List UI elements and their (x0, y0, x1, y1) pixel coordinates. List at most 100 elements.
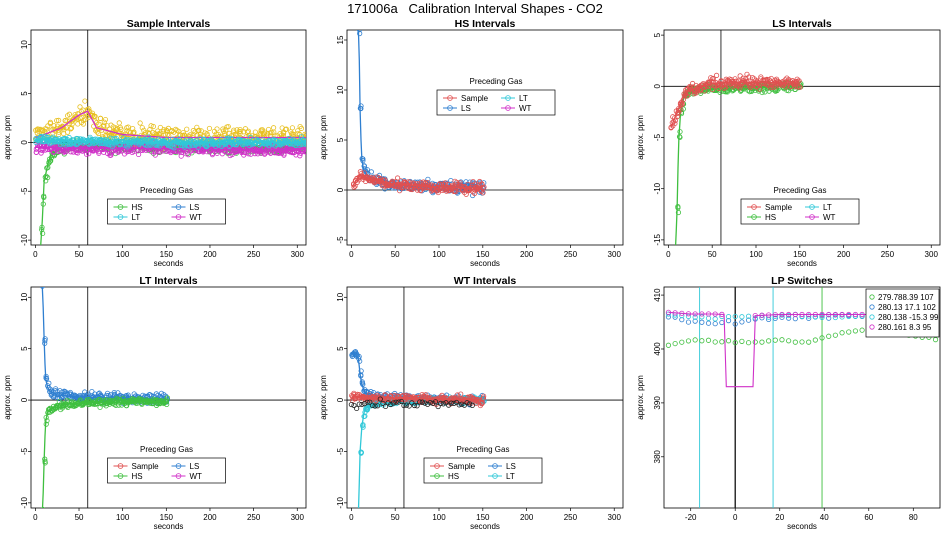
sample-point (150, 123, 156, 130)
sample-point (148, 123, 154, 129)
legend-label: WT (190, 213, 203, 222)
sample-point (271, 129, 277, 135)
x-tick-label: 250 (881, 250, 895, 259)
plot-frame (346, 286, 624, 509)
lt-point (247, 134, 253, 140)
sample-point (244, 129, 251, 135)
hs-point (675, 204, 681, 210)
sample-point (407, 179, 413, 185)
sample-point (713, 72, 720, 78)
x-axis-label: seconds (154, 522, 184, 531)
hs-point (133, 400, 139, 406)
wt-point (96, 149, 102, 155)
ls-point (125, 392, 131, 398)
x-tick-label: 200 (203, 250, 217, 259)
wt-point (241, 148, 247, 154)
sample-point (709, 86, 716, 93)
lt-point (192, 139, 198, 145)
other-point (411, 402, 418, 409)
legend-swatch-point (175, 204, 182, 210)
y-tick-label: -15 (653, 234, 662, 246)
other-point (393, 399, 399, 405)
lt-point (264, 139, 270, 145)
lp-point (932, 337, 939, 343)
sample-point (65, 113, 71, 119)
lp-point (792, 316, 798, 322)
y-tick-label: 0 (653, 84, 662, 89)
ls-point (357, 30, 363, 37)
other-point (435, 403, 441, 410)
lt-point (113, 138, 119, 144)
legend-label: LT (506, 472, 515, 481)
x-tick-label: 250 (247, 250, 261, 259)
ls-series-line (41, 287, 167, 400)
lp-point (705, 320, 712, 326)
lt-point (357, 512, 361, 516)
sample-point (47, 120, 53, 127)
sample-point (190, 128, 196, 134)
sample-point (481, 184, 487, 190)
legend-label: Sample (132, 462, 160, 471)
sample-point (453, 189, 459, 195)
wt-point (258, 148, 264, 154)
other-point (380, 400, 386, 407)
legend-label: WT (519, 104, 532, 113)
x-tick-label: 0 (33, 250, 38, 259)
lp-point (712, 316, 718, 322)
sample-point (80, 107, 86, 113)
legend-swatch-point (869, 314, 875, 320)
x-tick-label: 300 (608, 513, 622, 522)
x-tick-label: 300 (608, 250, 622, 259)
other-point (469, 402, 475, 408)
wt-point (101, 146, 107, 153)
wt-point (183, 151, 189, 157)
y-tick-label: 410 (653, 288, 662, 302)
other-point (356, 401, 362, 407)
lt-point (145, 134, 151, 140)
lt-point (50, 134, 56, 140)
lp-point (739, 314, 745, 320)
sample-point (77, 104, 83, 110)
lt-point (169, 144, 176, 150)
lt-point (151, 138, 157, 144)
sample-point (684, 93, 690, 99)
plot-frame (346, 29, 624, 246)
other-point (382, 403, 389, 410)
sample-point (288, 129, 294, 135)
panel-title: LS Intervals (772, 18, 832, 30)
plot-area (347, 287, 623, 516)
sample-point (113, 127, 119, 133)
sample-series-line (351, 396, 483, 401)
wt-point (297, 153, 303, 159)
sample-point (64, 129, 71, 135)
legend-swatch-point (869, 304, 875, 310)
hs-point (38, 259, 42, 263)
x-tick-label: 150 (160, 250, 174, 259)
sample-point (137, 120, 143, 126)
panel-title: WT Intervals (454, 275, 517, 287)
sample-point (267, 130, 273, 136)
other-point (422, 400, 428, 406)
y-axis-label: approx. ppm (319, 375, 328, 420)
legend-label: 279.788.39 107 (878, 293, 934, 302)
sample-point (394, 175, 401, 181)
lp-point (699, 314, 705, 320)
sample-point (218, 133, 224, 140)
legend-swatch-point (434, 463, 440, 469)
y-tick-label: -10 (20, 497, 29, 509)
legend-label: LS (506, 462, 516, 471)
legend-swatch-point (505, 105, 511, 111)
ls-point (85, 391, 91, 397)
x-tick-label: 50 (75, 513, 84, 522)
x-tick-label: 250 (564, 250, 578, 259)
panel-6: LP Switches -20 0 20 40 60 80 380 390 400 410 secon… (636, 275, 941, 531)
lt-point (70, 139, 76, 145)
plot-frame (663, 286, 941, 509)
lp-point (719, 319, 725, 326)
lt-point (87, 134, 93, 140)
x-tick-label: 20 (775, 513, 784, 522)
lp-point (852, 328, 859, 334)
plot-frame (30, 286, 307, 509)
ls-point (92, 391, 98, 397)
sample-point (796, 83, 802, 90)
